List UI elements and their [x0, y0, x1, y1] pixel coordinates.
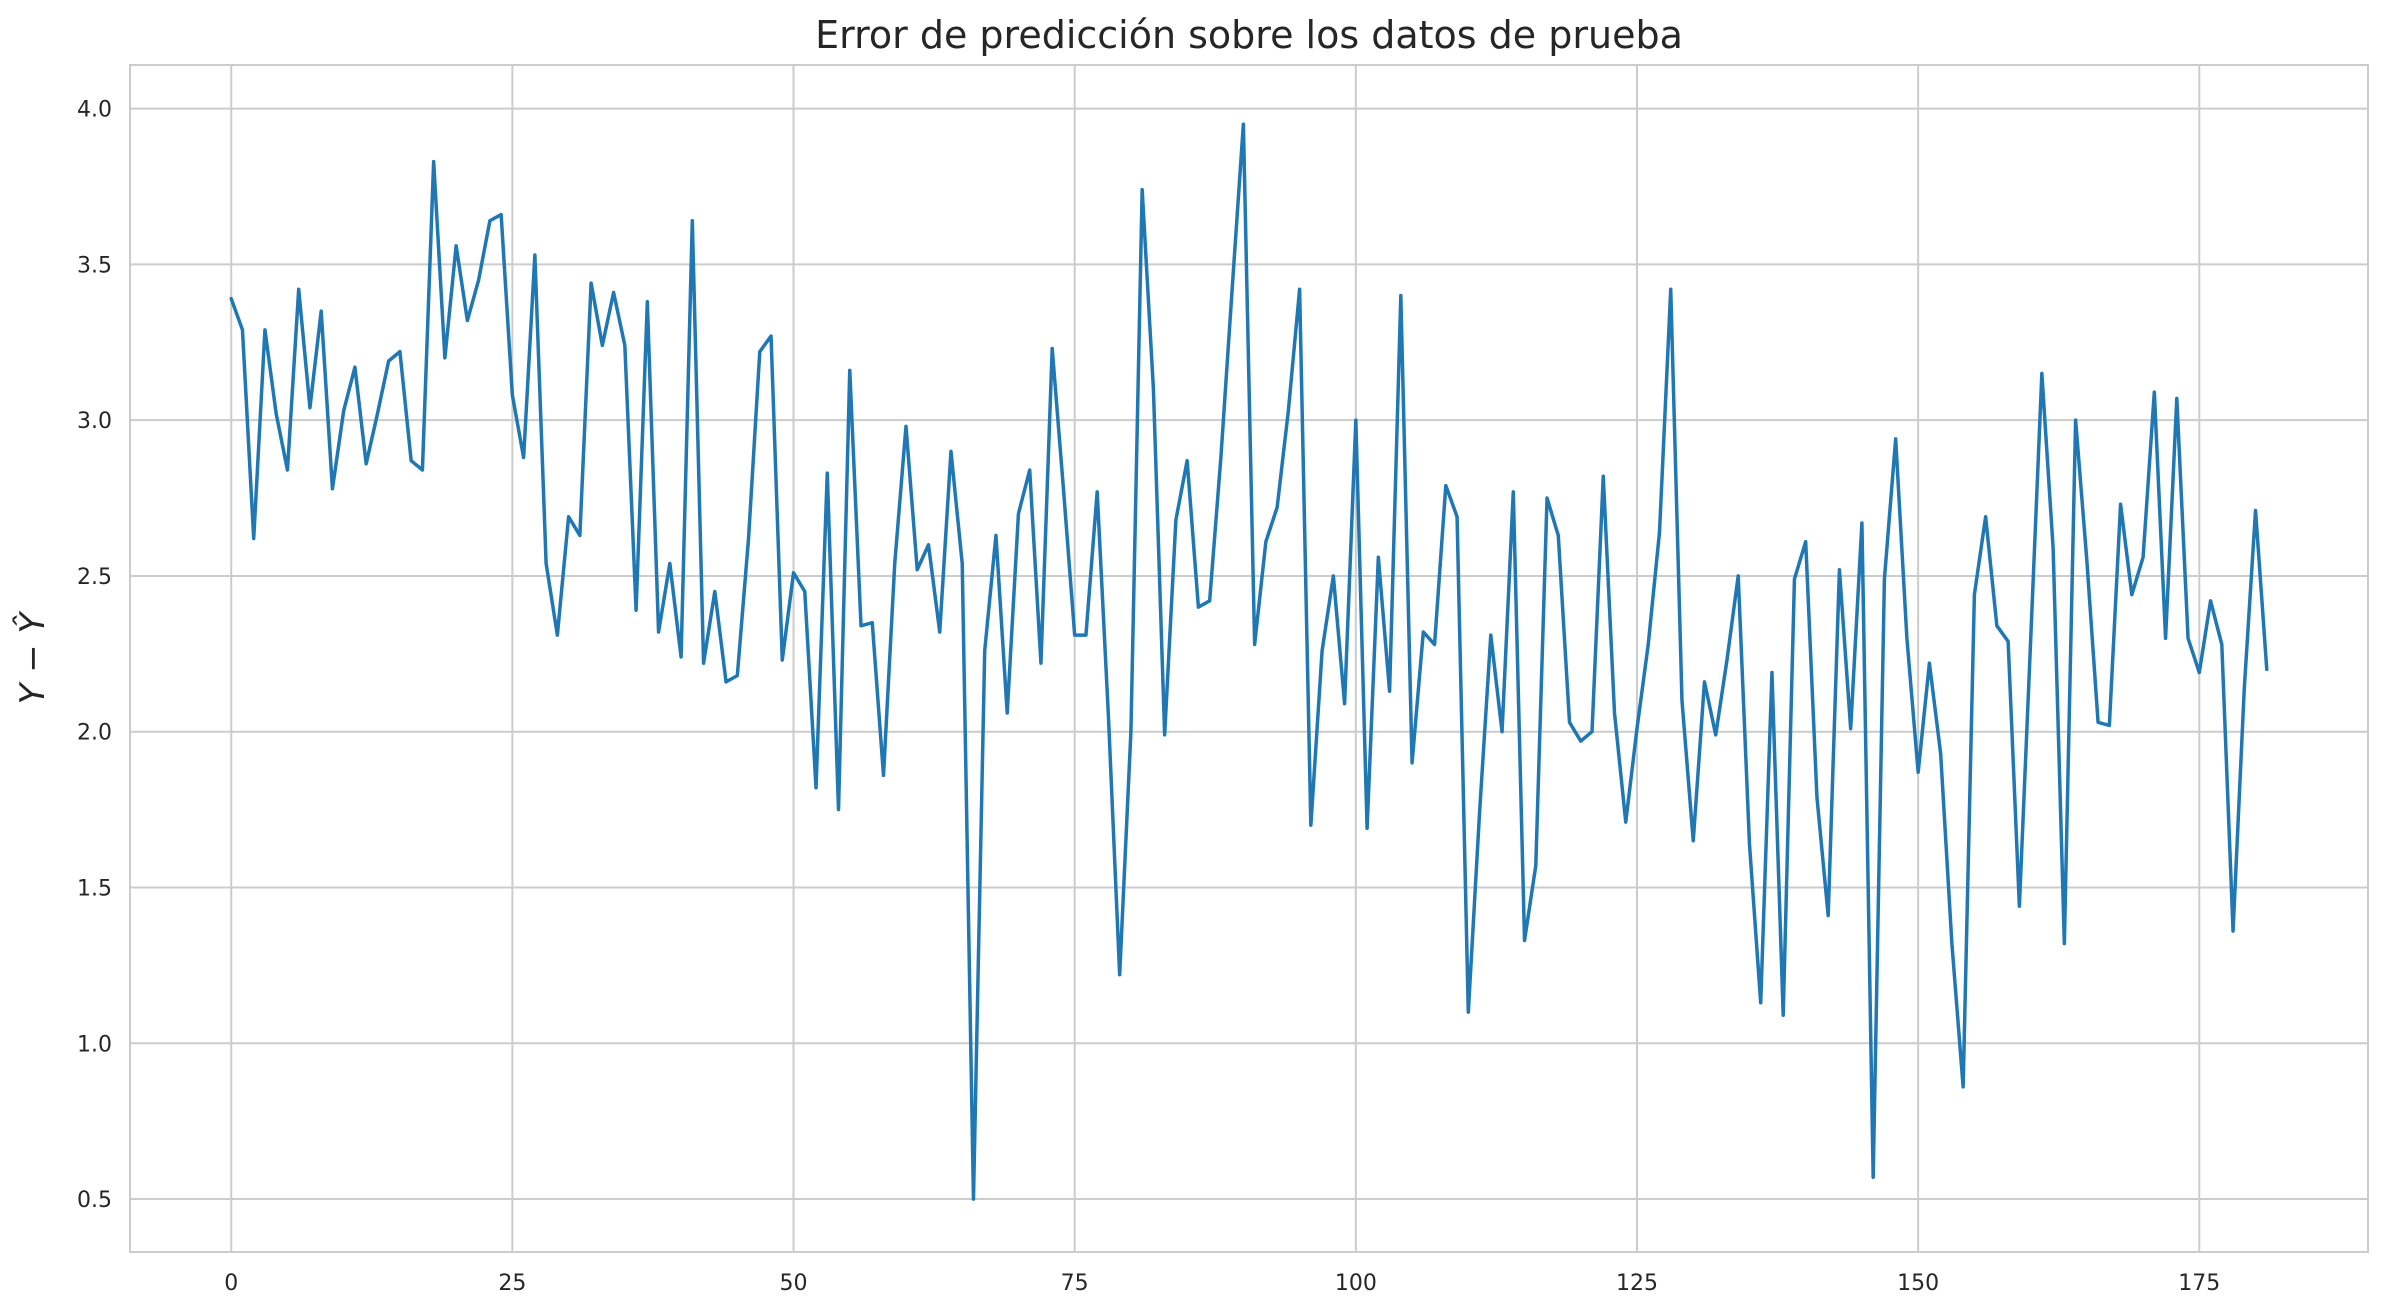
y-tick-label: 4.0	[77, 98, 112, 123]
y-tick-label: 0.5	[77, 1188, 112, 1213]
y-axis-label: Y − Ŷ	[12, 610, 53, 704]
x-tick-label: 0	[224, 1271, 238, 1296]
chart-title: Error de predicción sobre los datos de p…	[815, 13, 1683, 57]
x-tick-label: 25	[498, 1271, 526, 1296]
x-tick-label: 125	[1616, 1271, 1658, 1296]
y-tick-label: 2.5	[77, 565, 112, 590]
x-tick-label: 150	[1897, 1271, 1939, 1296]
x-tick-label: 175	[2178, 1271, 2220, 1296]
grid-lines	[130, 65, 2368, 1252]
y-tick-label: 1.5	[77, 876, 112, 901]
y-tick-label: 2.0	[77, 721, 112, 746]
y-tick-label: 3.0	[77, 409, 112, 434]
x-tick-label: 100	[1335, 1271, 1377, 1296]
x-tick-label: 50	[780, 1271, 808, 1296]
series-line	[229, 122, 2269, 1201]
series-layer	[229, 122, 2269, 1201]
x-tick-label: 75	[1061, 1271, 1089, 1296]
tick-labels: 0 25 50 75 100 125 150 175 0.5 1.0 1.5 2.0 2.5 3.0 3.5…	[77, 98, 2220, 1296]
y-tick-label: 3.5	[77, 253, 112, 278]
plot-area-frame	[129, 64, 2369, 1253]
y-tick-label: 1.0	[77, 1032, 112, 1057]
